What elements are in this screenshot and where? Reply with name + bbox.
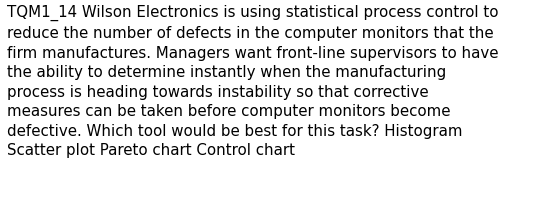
Text: TQM1_14 Wilson Electronics is using statistical process control to
reduce the nu: TQM1_14 Wilson Electronics is using stat… [7, 5, 499, 158]
